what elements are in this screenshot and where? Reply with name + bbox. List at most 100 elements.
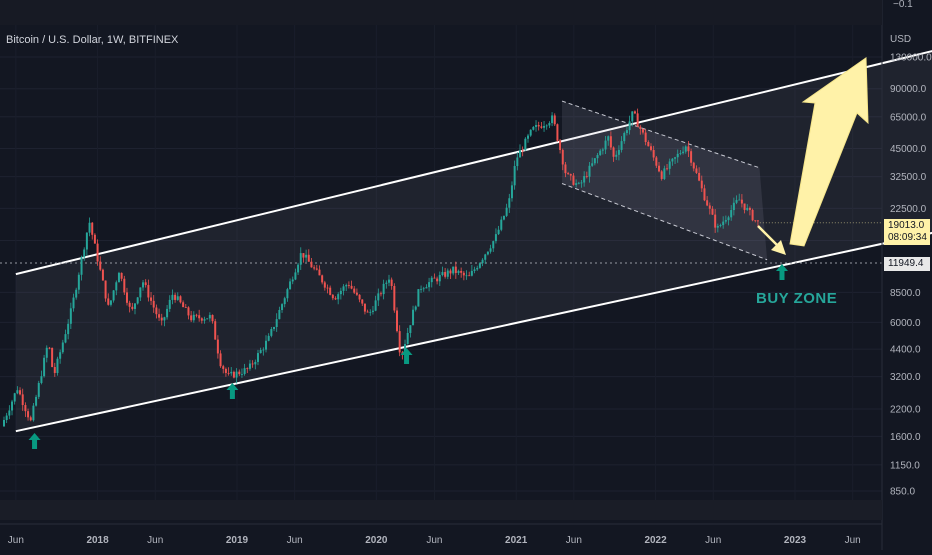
candle-body xyxy=(91,222,94,235)
candle-body xyxy=(259,350,262,354)
candle-body xyxy=(521,150,524,152)
candle-body xyxy=(666,168,669,170)
candle-body xyxy=(583,176,586,183)
candle-body xyxy=(275,319,278,327)
candle-body xyxy=(190,315,193,321)
candle-body xyxy=(211,315,214,322)
candle-body xyxy=(347,285,350,286)
candle-body xyxy=(166,308,169,318)
candle-body xyxy=(278,310,281,320)
candle-body xyxy=(35,396,38,406)
y-tick-label: −0.1 xyxy=(893,0,913,10)
candle-body xyxy=(513,166,516,186)
candle-body xyxy=(329,287,332,295)
candle-body xyxy=(612,147,615,157)
x-tick-label: 2018 xyxy=(86,535,109,546)
candle-body xyxy=(735,200,738,203)
candle-body xyxy=(99,261,102,270)
candle-body xyxy=(72,297,75,309)
candle-body xyxy=(545,125,548,127)
candle-body xyxy=(516,157,519,167)
candle-body xyxy=(142,282,145,288)
candle-body xyxy=(174,294,177,300)
candle-body xyxy=(484,254,487,260)
candle-body xyxy=(655,157,658,166)
candle-body xyxy=(107,298,110,305)
y-tick-label: 32500.0 xyxy=(890,172,927,183)
candle-body xyxy=(11,401,14,411)
candle-body xyxy=(625,130,628,134)
candle-body xyxy=(633,111,636,114)
candle-body xyxy=(369,311,372,313)
candle-body xyxy=(355,292,358,295)
candle-body xyxy=(144,282,147,286)
candle-body xyxy=(222,366,225,369)
candle-body xyxy=(508,198,511,208)
candle-body xyxy=(676,153,679,158)
candle-body xyxy=(387,279,390,283)
candle-body xyxy=(569,174,572,176)
candle-body xyxy=(182,302,185,308)
candle-body xyxy=(80,257,83,275)
candle-body xyxy=(150,297,153,301)
candle-body xyxy=(342,286,345,291)
candle-body xyxy=(246,368,249,369)
candle-body xyxy=(518,150,521,158)
candle-body xyxy=(187,307,190,316)
candle-body xyxy=(690,151,693,163)
candle-body xyxy=(420,288,423,290)
y-tick-label: 1600.0 xyxy=(890,432,921,443)
candle-body xyxy=(746,207,749,210)
up-arrow-marker-icon xyxy=(775,264,788,280)
candle-body xyxy=(596,155,599,159)
candle-body xyxy=(414,306,417,310)
x-tick-label: 2020 xyxy=(365,535,388,546)
candle-body xyxy=(532,126,535,130)
candle-body xyxy=(240,374,243,375)
candle-body xyxy=(286,289,289,299)
y-tick-label: 22500.0 xyxy=(890,204,927,215)
candle-body xyxy=(115,282,118,291)
candle-body xyxy=(529,129,532,136)
candle-body xyxy=(254,361,257,365)
candle-body xyxy=(281,304,284,311)
candle-body xyxy=(494,234,497,242)
candle-body xyxy=(553,115,556,125)
candle-body xyxy=(497,229,500,235)
candle-body xyxy=(473,269,476,271)
candle-body xyxy=(607,136,610,141)
channel-upper-line xyxy=(15,50,932,276)
grid xyxy=(0,25,882,500)
candle-body xyxy=(575,183,578,185)
candle-body xyxy=(623,133,626,142)
candle-body xyxy=(481,259,484,264)
candle-body xyxy=(377,293,380,301)
candle-body xyxy=(302,253,305,258)
candle-body xyxy=(297,264,300,273)
candle-body xyxy=(64,334,67,343)
candle-body xyxy=(470,270,473,276)
candle-body xyxy=(649,146,652,150)
candle-body xyxy=(682,151,685,154)
candle-body xyxy=(374,300,377,311)
candle-body xyxy=(716,225,719,228)
candle-body xyxy=(350,285,353,289)
candle-body xyxy=(441,272,444,276)
top-strip xyxy=(0,0,882,25)
candle-body xyxy=(617,149,620,155)
candle-body xyxy=(88,222,91,233)
candle-body xyxy=(291,279,294,282)
candle-body xyxy=(671,158,674,162)
candle-body xyxy=(345,285,348,287)
y-unit-label: USD xyxy=(890,34,911,45)
candle-body xyxy=(604,140,607,150)
candle-body xyxy=(390,279,393,286)
candle-body xyxy=(585,176,588,177)
candle-body xyxy=(69,308,72,324)
candle-body xyxy=(679,153,682,154)
candle-body xyxy=(588,165,591,177)
candle-body xyxy=(109,300,112,305)
candle-body xyxy=(243,368,246,375)
